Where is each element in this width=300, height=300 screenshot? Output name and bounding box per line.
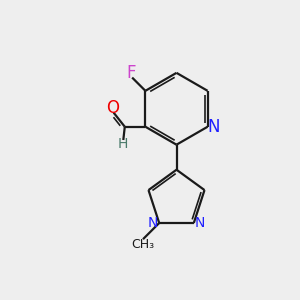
Text: H: H (118, 137, 128, 152)
Text: CH₃: CH₃ (131, 238, 154, 251)
Text: N: N (148, 216, 158, 230)
Text: O: O (106, 99, 119, 117)
Text: N: N (208, 118, 220, 136)
Text: F: F (126, 64, 135, 82)
Text: N: N (195, 216, 206, 230)
